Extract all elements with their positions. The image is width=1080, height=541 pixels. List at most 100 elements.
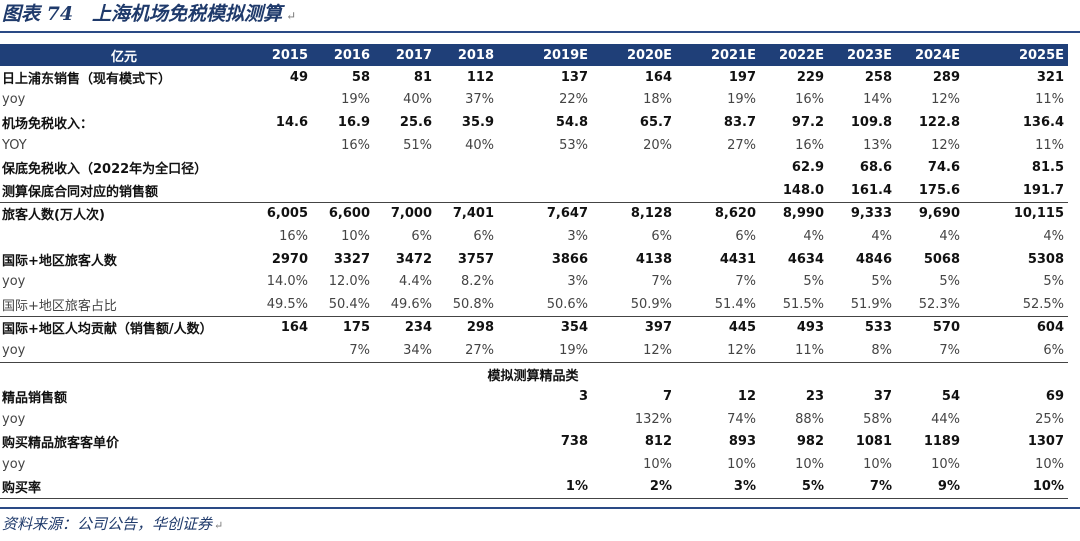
- value-cell: 570: [896, 315, 964, 340]
- row-label-cell: [0, 225, 250, 248]
- value-cell: [498, 179, 592, 202]
- value-cell: 2970: [271, 251, 308, 267]
- value-cell: 11%: [1035, 92, 1064, 108]
- value-cell: 51.5%: [782, 296, 824, 312]
- value-cell: 53%: [559, 137, 588, 153]
- value-cell: 81: [413, 69, 432, 85]
- table-row: 旅客人数(万人次) 6,005 6,600 7,000 7,401 7,647 8,128 8…: [0, 201, 1068, 226]
- value-cell: [436, 156, 498, 179]
- row-label-cell: YOY: [2, 137, 27, 153]
- value-cell: 50.9%: [630, 296, 672, 312]
- table-row: YOY 16% 51% 40% 53% 20% 27% 16% 13% 12% 11%: [0, 134, 1068, 157]
- value-cell: 3327: [333, 251, 370, 267]
- value-cell: 5%: [803, 274, 824, 290]
- value-cell: [250, 134, 312, 157]
- value-cell: 51%: [403, 137, 432, 153]
- row-label-cell: 购买精品旅客客单价: [2, 436, 120, 452]
- header-year-cell: 2018: [436, 44, 498, 66]
- value-cell: 148.0: [782, 182, 824, 198]
- value-cell: [312, 453, 374, 476]
- value-cell: 1307: [1027, 434, 1064, 450]
- value-cell: 49: [289, 69, 308, 85]
- value-cell: 5%: [760, 475, 828, 500]
- value-cell: 10%: [964, 475, 1068, 500]
- value-cell: [592, 179, 676, 202]
- table-row: 日上浦东销售（现有模式下） 49 58 81 112 137 164 197 229 258 289…: [0, 66, 1068, 89]
- value-cell: 88%: [795, 411, 824, 427]
- value-cell: [312, 156, 374, 179]
- value-cell: [250, 431, 312, 454]
- value-cell: 4%: [803, 228, 824, 244]
- header-year-cell: 2025E: [964, 44, 1068, 66]
- table-row: 国际+地区旅客占比 49.5% 50.4% 49.6% 50.8% 50.6% 50.9% 5…: [0, 293, 1068, 316]
- value-cell: 14.6: [275, 114, 308, 130]
- value-cell: 51.9%: [850, 296, 892, 312]
- value-cell: 289: [932, 69, 960, 85]
- table-row: yoy 19% 40% 37% 22% 18% 19% 16% 14% 12% 11%: [0, 89, 1068, 112]
- value-cell: 8,990: [760, 201, 828, 226]
- value-cell: [592, 156, 676, 179]
- value-cell: 6%: [735, 228, 756, 244]
- header-label-cell: 亿元: [0, 44, 250, 66]
- value-cell: [250, 156, 312, 179]
- value-cell: 445: [676, 315, 760, 340]
- value-cell: 164: [250, 315, 312, 340]
- table-row: yoy 7% 34% 27% 19% 12% 12% 11% 8% 7% 6%: [0, 339, 1068, 362]
- value-cell: 65.7: [639, 114, 672, 130]
- value-cell: 8%: [871, 342, 892, 358]
- row-label-cell: yoy: [2, 274, 26, 290]
- subsection-title: 模拟测算精品类: [0, 361, 1068, 386]
- row-label-cell: 日上浦东销售（现有模式下）: [2, 71, 172, 87]
- value-cell: 74.6: [927, 160, 960, 176]
- value-cell: 10%: [727, 456, 756, 472]
- row-label-cell: 机场免税收入：: [2, 116, 94, 132]
- value-cell: [312, 431, 374, 454]
- value-cell: 52.3%: [918, 296, 960, 312]
- value-cell: [312, 408, 374, 431]
- header-year-cell: 2021E: [676, 44, 760, 66]
- row-label-cell: yoy: [2, 92, 26, 108]
- value-cell: 533: [828, 315, 896, 340]
- value-cell: 12.0%: [328, 274, 370, 290]
- value-cell: 19%: [559, 342, 588, 358]
- row-label-cell: 国际+地区旅客人数: [2, 253, 117, 269]
- value-cell: 44%: [931, 411, 960, 427]
- value-cell: [676, 156, 760, 179]
- value-cell: 50.4%: [328, 296, 370, 312]
- value-cell: [374, 408, 436, 431]
- value-cell: 6%: [651, 228, 672, 244]
- value-cell: 11%: [795, 342, 824, 358]
- value-cell: 3%: [567, 228, 588, 244]
- value-cell: 10%: [863, 456, 892, 472]
- value-cell: 7%: [828, 475, 896, 500]
- value-cell: [250, 339, 312, 362]
- value-cell: 25.6: [399, 114, 432, 130]
- value-cell: 1189: [923, 434, 960, 450]
- table-header: 亿元 2015 2016 2017 2018 2019E 2020E 2021E 2022E 20…: [0, 44, 1068, 66]
- value-cell: [250, 385, 312, 408]
- value-cell: 27%: [465, 342, 494, 358]
- value-cell: 136.4: [1022, 114, 1064, 130]
- row-label-cell: 国际+地区旅客占比: [2, 298, 117, 314]
- value-cell: 25%: [1035, 411, 1064, 427]
- value-cell: 6,005: [250, 201, 312, 226]
- value-cell: 1081: [855, 434, 892, 450]
- value-cell: 8,620: [676, 201, 760, 226]
- value-cell: [498, 453, 592, 476]
- table-row: 机场免税收入： 14.6 16.9 25.6 35.9 54.8 65.7 83.7 97.2 1…: [0, 111, 1068, 134]
- table-row: 国际+地区人均贡献（销售额/人数） 164 175 234 298 354 397 445 49…: [0, 315, 1068, 340]
- value-cell: [498, 156, 592, 179]
- value-cell: 19%: [341, 92, 370, 108]
- table-body-boutique: 精品销售额 3 7 12 23 37 54 69 yoy 132% 74% 88% 58% 44% 25% 购…: [0, 385, 1068, 500]
- value-cell: 175: [312, 315, 374, 340]
- value-cell: [498, 408, 592, 431]
- value-cell: 68.6: [859, 160, 892, 176]
- value-cell: 9,690: [896, 201, 964, 226]
- value-cell: 7,401: [436, 201, 498, 226]
- value-cell: 10%: [795, 456, 824, 472]
- value-cell: [374, 385, 436, 408]
- value-cell: [250, 179, 312, 202]
- table-row: yoy 10% 10% 10% 10% 10% 10%: [0, 453, 1068, 476]
- row-label-cell: yoy: [2, 456, 26, 472]
- value-cell: 7: [662, 389, 672, 405]
